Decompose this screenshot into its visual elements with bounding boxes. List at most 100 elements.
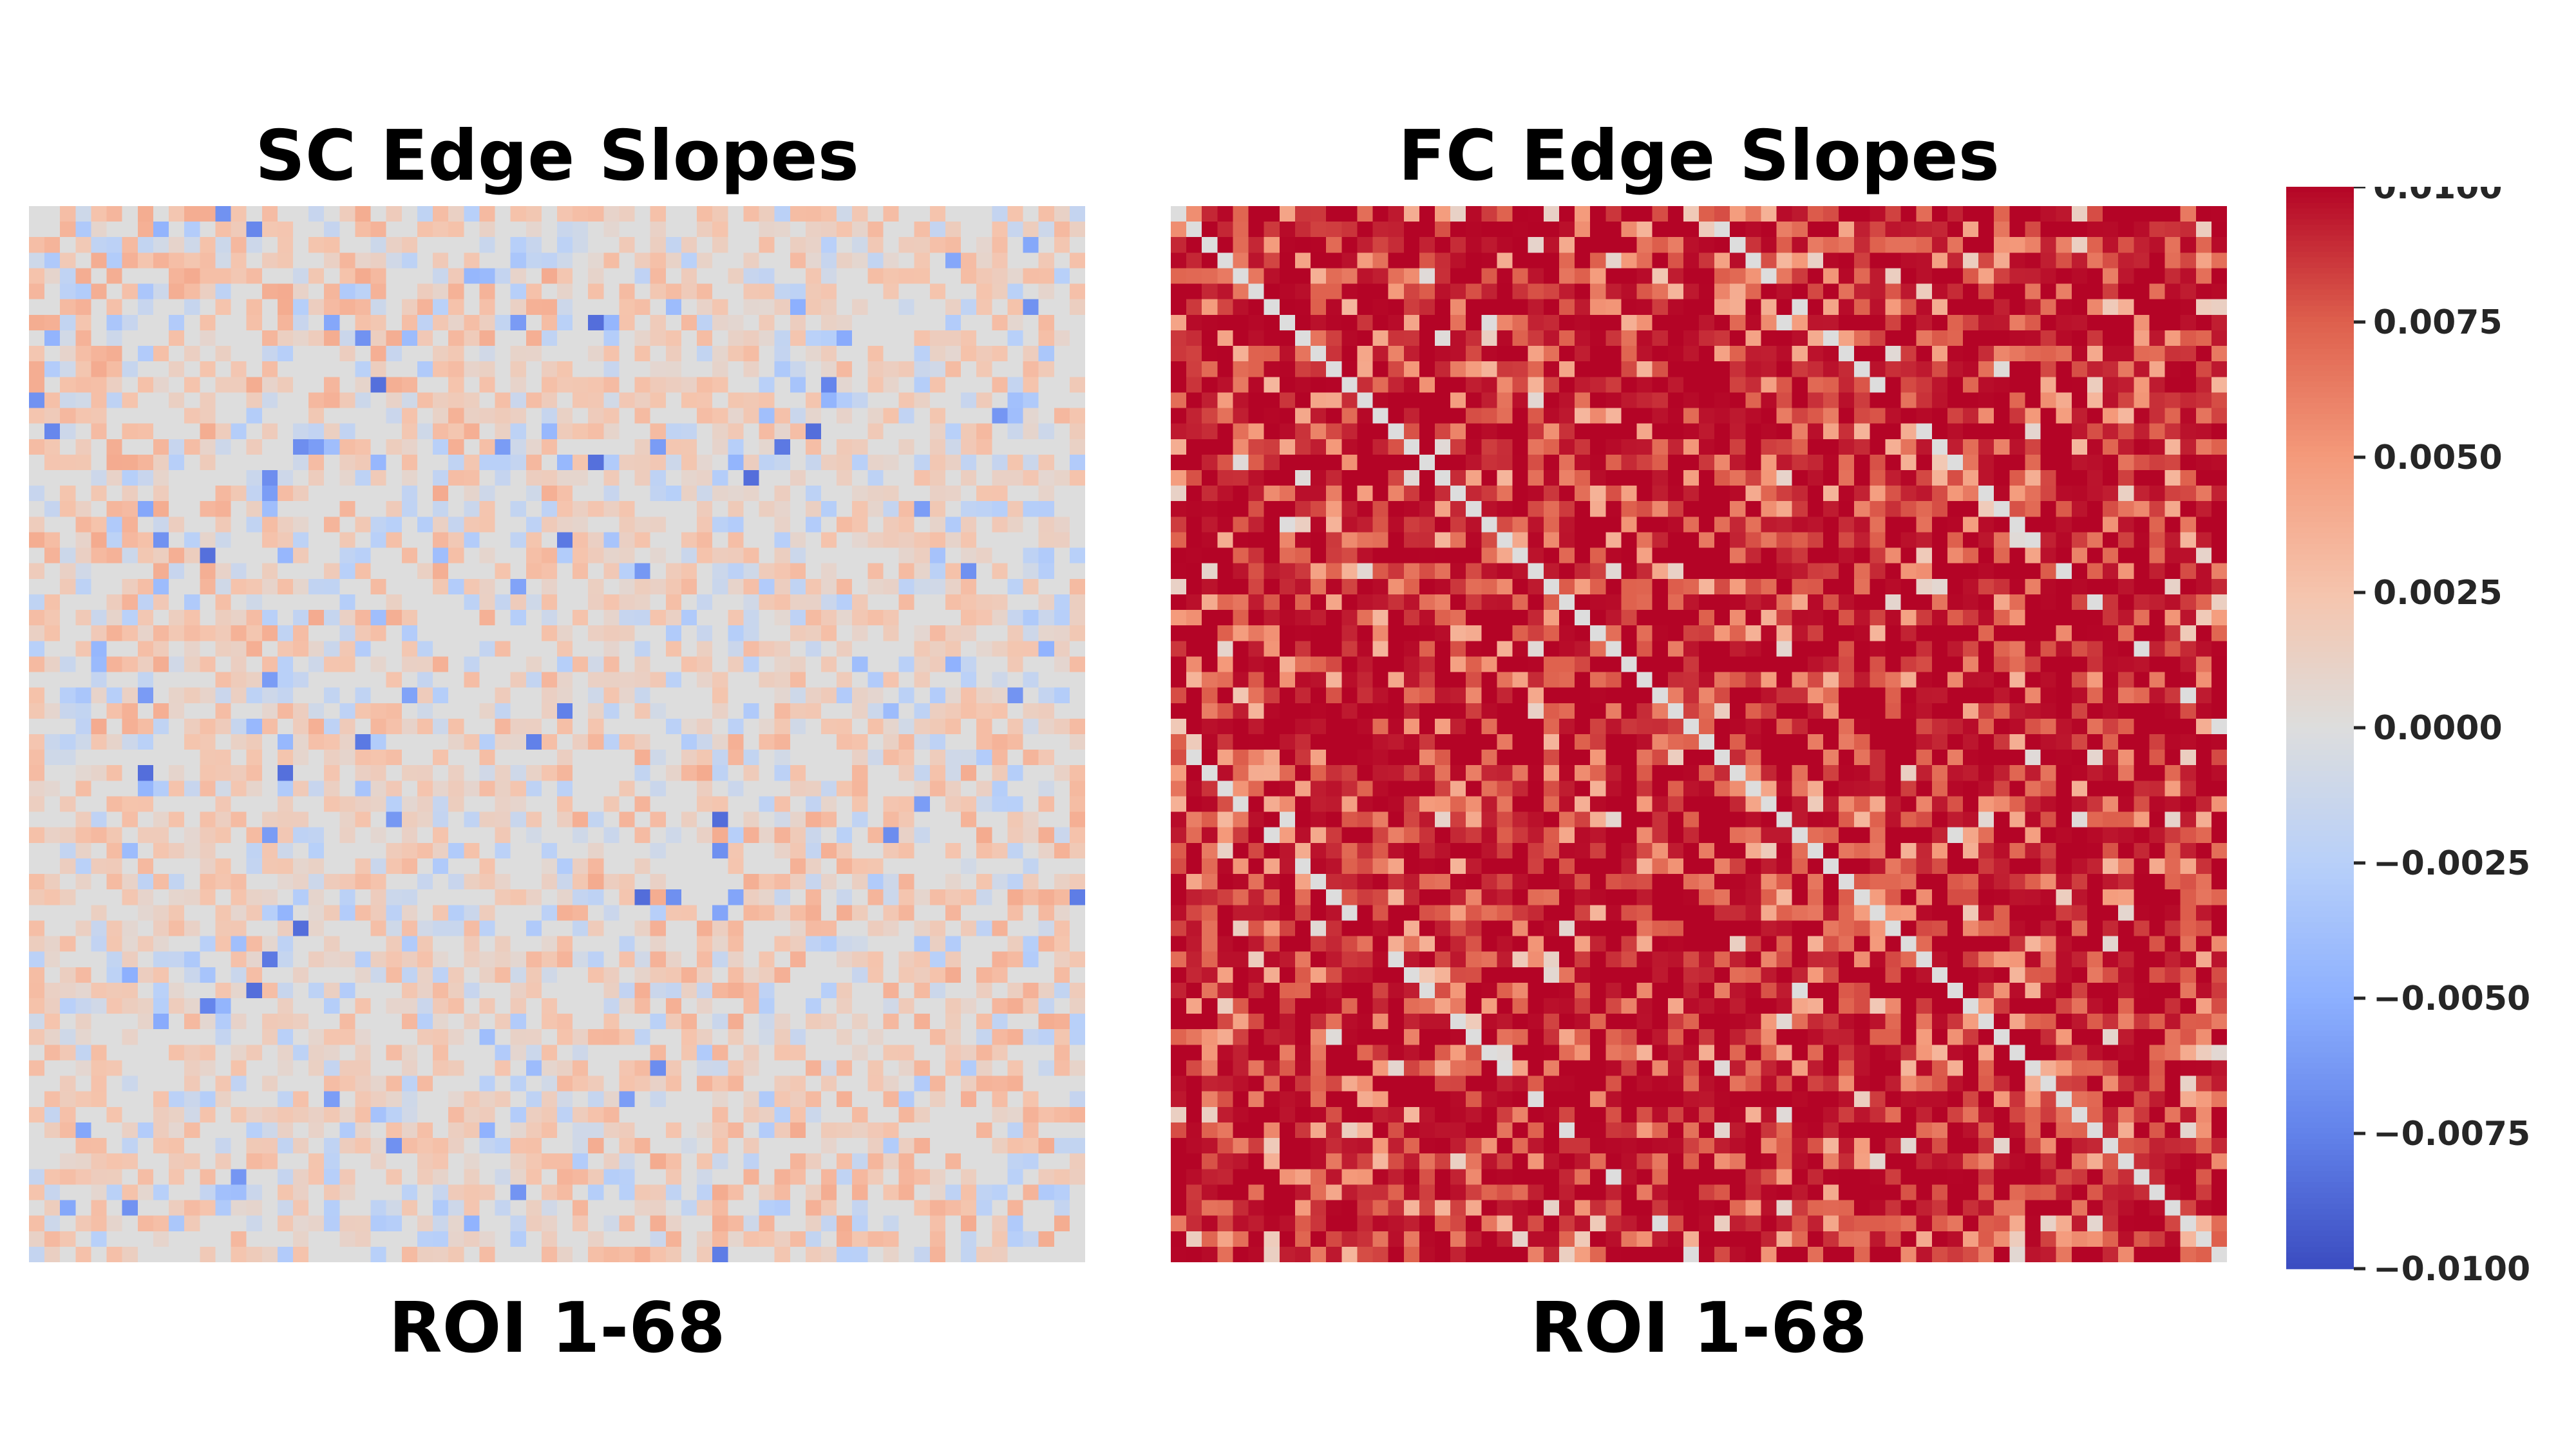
heatmap-cell bbox=[898, 1231, 915, 1247]
heatmap-cell bbox=[339, 532, 355, 549]
heatmap-cell bbox=[929, 610, 946, 626]
heatmap-cell bbox=[821, 470, 837, 486]
heatmap-cell bbox=[277, 361, 294, 377]
heatmap-cell bbox=[106, 610, 123, 626]
heatmap-cell bbox=[308, 423, 325, 440]
heatmap-cell bbox=[992, 470, 1008, 486]
heatmap-cell bbox=[339, 998, 355, 1014]
heatmap-cell bbox=[681, 765, 697, 781]
heatmap-cell bbox=[75, 811, 91, 828]
heatmap-cell bbox=[898, 454, 915, 471]
heatmap-cell bbox=[355, 470, 372, 486]
heatmap-cell bbox=[91, 967, 108, 983]
heatmap-cell bbox=[961, 827, 977, 844]
heatmap-cell bbox=[526, 377, 542, 393]
heatmap-cell bbox=[75, 672, 91, 688]
heatmap-cell bbox=[805, 1246, 822, 1262]
heatmap-cell bbox=[759, 501, 775, 517]
heatmap-cell bbox=[634, 1200, 651, 1217]
heatmap-cell bbox=[106, 750, 123, 766]
heatmap-cell bbox=[526, 827, 542, 844]
heatmap-cell bbox=[91, 470, 108, 486]
heatmap-cell bbox=[759, 454, 775, 471]
heatmap-cell bbox=[2164, 222, 2181, 238]
heatmap-cell bbox=[712, 1106, 728, 1123]
heatmap-cell bbox=[945, 625, 961, 641]
heatmap-cell bbox=[914, 392, 931, 409]
heatmap-cell bbox=[246, 299, 263, 316]
heatmap-cell bbox=[759, 858, 775, 875]
heatmap-cell bbox=[464, 920, 480, 937]
heatmap-cell bbox=[790, 718, 806, 735]
heatmap-cell bbox=[945, 1153, 961, 1170]
heatmap-cell bbox=[883, 206, 900, 222]
heatmap-cell bbox=[898, 516, 915, 533]
heatmap-cell bbox=[324, 237, 340, 253]
heatmap-cell bbox=[774, 858, 791, 875]
heatmap-cell bbox=[619, 206, 636, 222]
heatmap-cell bbox=[883, 936, 900, 952]
heatmap-cell bbox=[665, 920, 682, 937]
heatmap-cell bbox=[339, 283, 355, 300]
heatmap-cell bbox=[448, 578, 464, 595]
heatmap-cell bbox=[929, 951, 946, 968]
heatmap-cell bbox=[837, 781, 853, 797]
heatmap-cell bbox=[712, 1014, 728, 1030]
heatmap-cell bbox=[1038, 905, 1055, 921]
heatmap-cell bbox=[417, 361, 433, 377]
heatmap-cell bbox=[728, 967, 744, 983]
heatmap-cell bbox=[526, 750, 542, 766]
heatmap-cell bbox=[557, 1014, 573, 1030]
heatmap-cell bbox=[433, 346, 449, 362]
heatmap-cell bbox=[541, 268, 558, 285]
heatmap-cell bbox=[1341, 283, 1358, 300]
heatmap-cell bbox=[945, 858, 961, 875]
heatmap-cell bbox=[479, 1153, 496, 1170]
heatmap-cell bbox=[261, 936, 278, 952]
heatmap-cell bbox=[914, 641, 931, 657]
heatmap-cell bbox=[200, 547, 216, 564]
heatmap-cell bbox=[2211, 252, 2227, 269]
heatmap-cell bbox=[743, 905, 760, 921]
heatmap-cell bbox=[370, 1122, 387, 1139]
heatmap-cell bbox=[464, 1138, 480, 1154]
fc-panel-title: FC Edge Slopes bbox=[1398, 116, 2000, 196]
heatmap-cell bbox=[386, 1231, 402, 1247]
heatmap-cell bbox=[510, 905, 527, 921]
heatmap-cell bbox=[929, 750, 946, 766]
heatmap-cell bbox=[2134, 206, 2150, 222]
heatmap-cell bbox=[200, 734, 216, 750]
heatmap-cell bbox=[728, 377, 744, 393]
heatmap-cell bbox=[898, 1215, 915, 1232]
heatmap-cell bbox=[44, 1106, 61, 1123]
heatmap-cell bbox=[1839, 268, 1855, 285]
heatmap-cell bbox=[122, 920, 138, 937]
heatmap-cell bbox=[976, 1246, 992, 1262]
heatmap-cell bbox=[883, 283, 900, 300]
heatmap-cell bbox=[976, 222, 992, 238]
heatmap-cell bbox=[1023, 439, 1039, 455]
heatmap-cell bbox=[1621, 252, 1638, 269]
heatmap-cell bbox=[961, 1091, 977, 1108]
heatmap-cell bbox=[867, 563, 884, 580]
heatmap-cell bbox=[153, 781, 169, 797]
heatmap-cell bbox=[1792, 237, 1808, 253]
heatmap-cell bbox=[1854, 268, 1870, 285]
heatmap-cell bbox=[1069, 889, 1085, 905]
heatmap-cell bbox=[1023, 222, 1039, 238]
heatmap-cell bbox=[665, 268, 682, 285]
heatmap-cell bbox=[821, 423, 837, 440]
heatmap-cell bbox=[386, 1045, 402, 1061]
heatmap-cell bbox=[246, 1045, 263, 1061]
heatmap-cell bbox=[308, 252, 325, 269]
heatmap-cell bbox=[44, 1231, 61, 1247]
heatmap-cell bbox=[557, 470, 573, 486]
heatmap-cell bbox=[169, 1138, 185, 1154]
heatmap-cell bbox=[1007, 594, 1024, 611]
heatmap-cell bbox=[837, 377, 853, 393]
heatmap-cell bbox=[883, 299, 900, 316]
heatmap-cell bbox=[774, 1231, 791, 1247]
heatmap-cell bbox=[929, 1060, 946, 1077]
heatmap-cell bbox=[867, 967, 884, 983]
heatmap-cell bbox=[697, 796, 713, 813]
